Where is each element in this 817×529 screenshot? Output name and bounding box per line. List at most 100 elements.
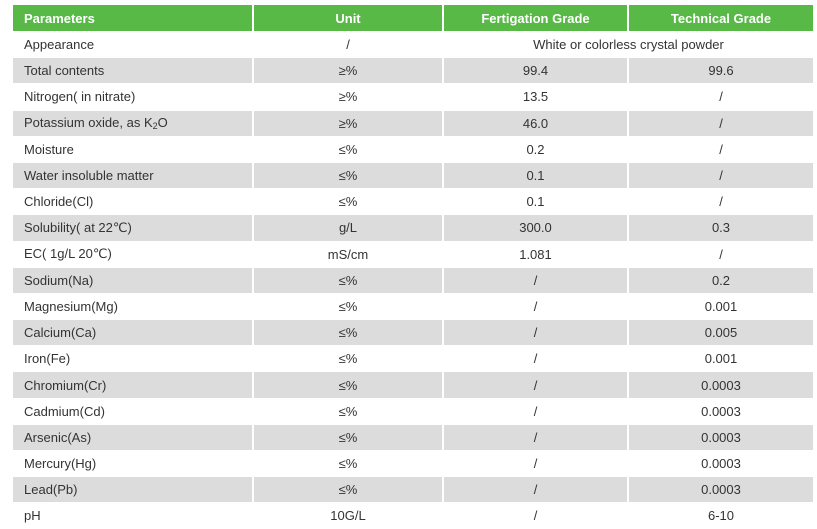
table-row: Potassium oxide, as K2O ≥% 46.0/: [13, 109, 813, 137]
cell-unit: ≤%: [253, 371, 444, 399]
cell-parameter: Potassium oxide, as K2O: [13, 109, 254, 137]
cell-unit: ≤%: [253, 476, 444, 503]
cell-technical-grade: /: [628, 135, 813, 163]
cell-technical-grade: /: [628, 83, 813, 111]
cell-parameter: Moisture: [13, 135, 254, 163]
cell-unit: ≤%: [253, 397, 444, 425]
cell-fertigation-grade: 99.4: [443, 57, 629, 84]
specification-table: Parameters Unit Fertigation Grade Techni…: [13, 5, 813, 529]
table-row: Iron(Fe) ≤%/0.001: [13, 345, 813, 372]
cell-parameter: Arsenic(As): [13, 423, 254, 451]
table-row: Water insoluble matter ≤% 0.1/: [13, 161, 813, 189]
cell-parameter: Magnesium(Mg): [13, 292, 254, 320]
cell-unit: ≤%: [253, 135, 444, 163]
cell-parameter: Calcium(Ca): [13, 319, 254, 346]
cell-parameter: Mercury(Hg): [13, 449, 254, 477]
header-unit: Unit: [253, 5, 444, 32]
header-parameters: Parameters: [13, 5, 254, 32]
cell-unit: /: [253, 30, 444, 58]
cell-unit: ≥%: [253, 83, 444, 111]
cell-technical-grade: 6-10: [628, 502, 813, 529]
cell-unit: mS/cm: [253, 240, 444, 268]
header-technical-grade: Technical Grade: [628, 5, 813, 32]
cell-technical-grade: /: [628, 161, 813, 189]
cell-technical-grade: 0.0003: [628, 397, 813, 425]
cell-fertigation-grade: /: [443, 476, 629, 503]
table-row-appearance: Appearance / White or colorless crystal …: [13, 30, 813, 58]
cell-parameter: Chloride(Cl): [13, 188, 254, 215]
cell-parameter-suffix: O: [157, 115, 168, 131]
table-row: Arsenic(As) ≤%/0.0003: [13, 423, 813, 451]
table-row: Total contents ≥% 99.4 99.6: [13, 57, 813, 84]
table-row: Lead(Pb) ≤%/0.0003: [13, 476, 813, 503]
cell-technical-grade: 0.3: [628, 214, 813, 241]
table-row: Moisture ≤% 0.2/: [13, 135, 813, 163]
cell-parameter: Lead(Pb): [13, 476, 254, 503]
cell-unit: 10G/L: [253, 502, 444, 529]
table-row: EC( 1g/L 20℃) mS/cm 1.081/: [13, 240, 813, 268]
table-header-row: Parameters Unit Fertigation Grade Techni…: [13, 5, 813, 32]
table-row: Calcium(Ca) ≤%/0.005: [13, 319, 813, 346]
cell-parameter: Chromium(Cr): [13, 371, 254, 399]
cell-technical-grade: /: [628, 109, 813, 137]
cell-fertigation-grade: 1.081: [443, 240, 629, 268]
cell-unit: ≤%: [253, 423, 444, 451]
cell-parameter: Sodium(Na): [13, 266, 254, 294]
cell-fertigation-grade: /: [443, 397, 629, 425]
table-row: pH 10G/L/6-10: [13, 502, 813, 529]
table-row: Chromium(Cr) ≤%/0.0003: [13, 371, 813, 399]
cell-fertigation-grade: /: [443, 266, 629, 294]
cell-technical-grade: /: [628, 188, 813, 215]
cell-parameter: Total contents: [13, 57, 254, 84]
cell-unit: ≤%: [253, 345, 444, 372]
cell-fertigation-grade: 0.1: [443, 188, 629, 215]
cell-parameter-subscript: 2: [152, 121, 158, 132]
cell-unit: ≥%: [253, 109, 444, 137]
cell-parameter: Solubility( at 22℃): [13, 214, 254, 241]
cell-parameter: Iron(Fe): [13, 345, 254, 372]
cell-unit: ≥%: [253, 57, 444, 84]
cell-unit: ≤%: [253, 319, 444, 346]
cell-fertigation-grade: 13.5: [443, 83, 629, 111]
cell-technical-grade: 0.0003: [628, 449, 813, 477]
cell-technical-grade: 0.0003: [628, 423, 813, 451]
cell-fertigation-grade: 0.2: [443, 135, 629, 163]
cell-parameter: Appearance: [13, 30, 254, 58]
cell-fertigation-grade: 0.1: [443, 161, 629, 189]
table-row: Sodium(Na) ≤%/0.2: [13, 266, 813, 294]
cell-fertigation-grade: /: [443, 319, 629, 346]
cell-fertigation-grade: /: [443, 502, 629, 529]
cell-fertigation-grade: /: [443, 449, 629, 477]
cell-technical-grade: 0.001: [628, 345, 813, 372]
cell-unit: ≤%: [253, 188, 444, 215]
table-row: Mercury(Hg) ≤%/0.0003: [13, 449, 813, 477]
cell-technical-grade: 99.6: [628, 57, 813, 84]
cell-technical-grade: 0.001: [628, 292, 813, 320]
cell-parameter: Nitrogen( in nitrate): [13, 83, 254, 111]
table-row: Chloride(Cl) ≤% 0.1/: [13, 188, 813, 215]
cell-technical-grade: /: [628, 240, 813, 268]
table-row: Solubility( at 22℃) g/L 300.0 0.3: [13, 214, 813, 241]
cell-parameter: EC( 1g/L 20℃): [13, 240, 254, 268]
cell-unit: ≤%: [253, 161, 444, 189]
cell-unit: ≤%: [253, 449, 444, 477]
cell-parameter: pH: [13, 502, 254, 529]
cell-fertigation-grade: 300.0: [443, 214, 629, 241]
table-row: Magnesium(Mg) ≤%/0.001: [13, 292, 813, 320]
cell-unit: ≤%: [253, 266, 444, 294]
cell-technical-grade: 0.0003: [628, 371, 813, 399]
cell-unit: g/L: [253, 214, 444, 241]
cell-fertigation-grade: /: [443, 423, 629, 451]
cell-technical-grade: 0.2: [628, 266, 813, 294]
cell-technical-grade: 0.0003: [628, 476, 813, 503]
cell-unit: ≤%: [253, 292, 444, 320]
cell-fertigation-grade: /: [443, 292, 629, 320]
table-row: Cadmium(Cd) ≤%/0.0003: [13, 397, 813, 425]
cell-technical-grade: 0.005: [628, 319, 813, 346]
cell-appearance-value: White or colorless crystal powder: [443, 30, 813, 58]
table-row: Nitrogen( in nitrate) ≥% 13.5/: [13, 83, 813, 111]
header-fertigation-grade: Fertigation Grade: [443, 5, 629, 32]
cell-parameter-prefix: Potassium oxide, as K: [24, 115, 153, 131]
cell-fertigation-grade: 46.0: [443, 109, 629, 137]
cell-parameter: Water insoluble matter: [13, 161, 254, 189]
